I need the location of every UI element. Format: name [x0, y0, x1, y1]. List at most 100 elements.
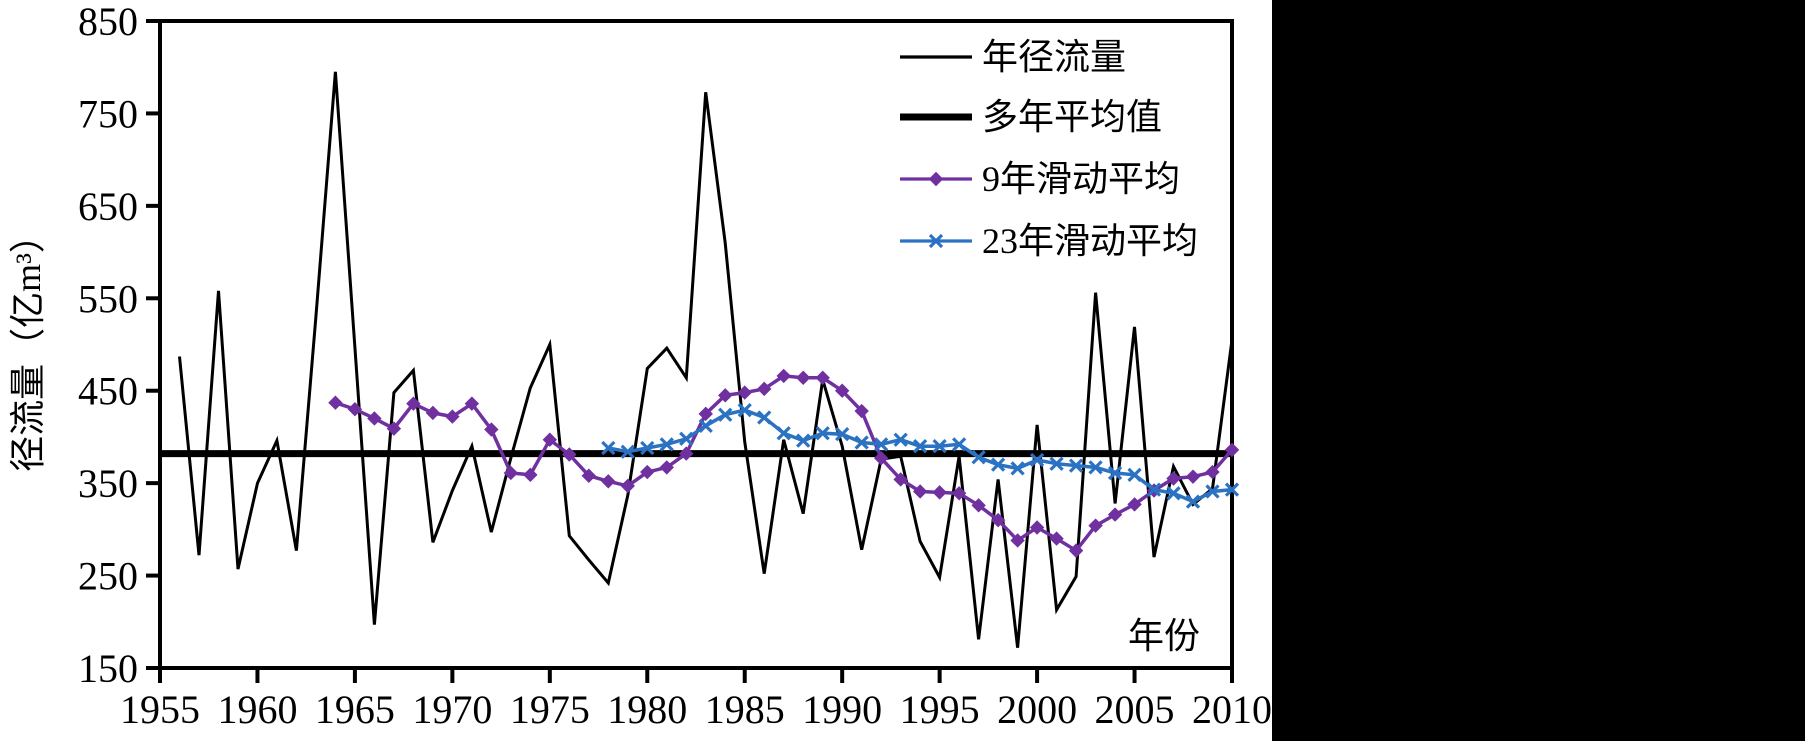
diamond-marker [1166, 471, 1181, 486]
x-marker [698, 418, 713, 433]
diamond-marker [795, 370, 811, 385]
x-marker [932, 439, 947, 454]
diamond-marker [1010, 533, 1025, 548]
x-axis: 1955 1960 1965 1970 1975 1980 1985 1990 1995 2000… [120, 668, 1272, 732]
diamond-marker [737, 385, 752, 400]
x-marker [659, 437, 674, 452]
x-marker [1146, 482, 1162, 497]
y-tick-label: 750 [78, 91, 138, 136]
y-axis-title: 径流量（亿m³） [8, 217, 48, 472]
x-marker [1010, 461, 1025, 476]
diamond-marker [581, 468, 597, 483]
x-tick-label: 1990 [802, 687, 882, 732]
x-tick-label: 1960 [217, 687, 297, 732]
x-marker [776, 426, 791, 441]
diamond-marker [757, 381, 772, 397]
diamond-marker [1205, 464, 1220, 480]
x-marker [679, 431, 694, 446]
diamond-marker [951, 486, 967, 501]
x-marker [718, 407, 733, 422]
series-ma23 [601, 402, 1240, 509]
x-marker [757, 410, 772, 425]
x-marker [601, 440, 616, 456]
x-marker [835, 427, 850, 442]
diamond-marker [893, 472, 908, 487]
x-tick-label: 1985 [705, 687, 785, 732]
x-marker [737, 402, 752, 418]
x-tick-label: 2010 [1192, 687, 1272, 732]
y-tick-label: 550 [78, 276, 138, 321]
diamond-marker [815, 370, 830, 385]
legend-label: 9年滑动平均 [982, 159, 1180, 199]
diamond-marker [347, 401, 363, 417]
diamond-marker [834, 383, 850, 398]
x-marker [815, 426, 830, 441]
diamond-marker [367, 411, 382, 426]
legend-label: 年径流量 [982, 37, 1126, 77]
diamond-marker [932, 485, 947, 500]
y-tick-label: 450 [78, 369, 138, 414]
diamond-marker [912, 484, 928, 499]
x-marker [854, 435, 869, 450]
diamond-marker [1068, 543, 1084, 558]
diamond-marker [698, 406, 713, 422]
y-axis: 850 750 650 550 450 350 250 150 [78, 0, 160, 691]
diamond-marker [1049, 531, 1064, 546]
x-tick-label: 2005 [1095, 687, 1175, 732]
legend-label: 多年平均值 [982, 97, 1162, 137]
x-marker [893, 432, 908, 447]
diamond-marker [1029, 520, 1045, 535]
diamond-marker [659, 460, 674, 475]
diamond-marker [386, 421, 402, 436]
y-tick-label: 250 [78, 554, 138, 599]
y-tick-label: 150 [78, 646, 138, 691]
x-tick-label: 1975 [510, 687, 590, 732]
x-tick-label: 2000 [997, 687, 1077, 732]
x-marker [913, 439, 928, 454]
y-tick-label: 350 [78, 461, 138, 506]
y-tick-label: 850 [78, 0, 138, 44]
diamond-marker [928, 171, 944, 187]
diamond-marker [1107, 507, 1123, 522]
x-axis-inner-label: 年份 [1128, 616, 1200, 656]
diamond-marker [464, 396, 480, 411]
x-marker [928, 233, 944, 249]
series-ma9 [328, 368, 1240, 558]
x-marker [990, 457, 1006, 472]
diamond-marker [523, 467, 538, 483]
x-marker [971, 450, 986, 465]
diamond-marker [1224, 442, 1240, 458]
diamond-marker [718, 388, 733, 403]
legend-label: 23年滑动平均 [982, 221, 1198, 261]
x-marker [1166, 486, 1181, 501]
x-marker [1049, 456, 1064, 471]
diamond-marker [406, 396, 421, 411]
diamond-marker [562, 447, 577, 462]
diamond-marker [1127, 497, 1142, 512]
x-marker [1088, 460, 1103, 475]
x-marker [1127, 467, 1142, 482]
diamond-marker [620, 478, 635, 494]
x-tick-label: 1970 [412, 687, 492, 732]
black-side-panel [1272, 0, 1805, 741]
x-marker [640, 440, 655, 456]
diamond-marker [971, 498, 986, 513]
x-marker [1224, 482, 1240, 497]
diamond-marker [425, 405, 441, 421]
diamond-marker [1088, 518, 1103, 533]
diamond-marker [542, 432, 558, 447]
y-tick-label: 650 [78, 184, 138, 229]
series-annual-runoff [178, 71, 1234, 648]
x-marker [951, 437, 967, 452]
x-marker [796, 433, 811, 448]
x-tick-label: 1995 [900, 687, 980, 732]
diamond-marker [503, 465, 519, 481]
x-marker [1068, 458, 1084, 473]
x-tick-label: 1955 [120, 687, 200, 732]
diamond-marker [873, 450, 889, 466]
diamond-marker [484, 422, 499, 437]
diamond-marker [640, 464, 655, 480]
